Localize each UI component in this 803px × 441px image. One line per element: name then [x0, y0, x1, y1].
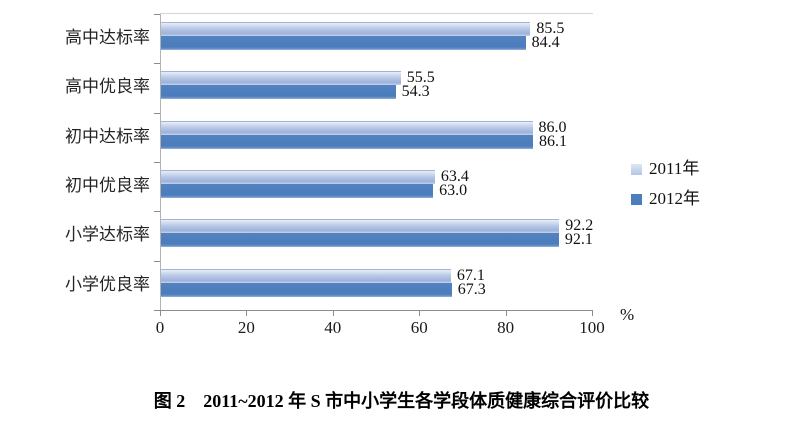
x-axis-tick [419, 311, 421, 316]
bar-2011 [161, 219, 560, 234]
bar-2011 [161, 268, 451, 283]
category-label: 初中达标率 [65, 126, 150, 146]
y-axis-tick [154, 162, 160, 163]
bar-value-label: 63.0 [439, 182, 468, 199]
y-axis-tick [154, 211, 160, 213]
y-axis-tick [154, 14, 160, 15]
x-axis-tick-label: 20 [237, 318, 255, 337]
bar-value-label: 85.5 [536, 20, 565, 37]
y-axis-tick [154, 310, 160, 311]
bar-2012 [161, 85, 396, 100]
x-axis-tick [592, 311, 593, 316]
bar-2012 [161, 134, 533, 149]
legend: 2011年 2012年 [631, 159, 700, 219]
x-axis-tick-label: 60 [410, 318, 428, 337]
bar-value-label: 86.1 [538, 132, 567, 150]
x-axis-tick-label: 100 [579, 318, 605, 337]
bar-value-label: 54.3 [401, 83, 430, 101]
bar-2012 [161, 233, 559, 248]
category-label: 初中优良率 [65, 176, 150, 195]
x-axis-unit-label: % [620, 305, 635, 324]
bar-value-label: 92.2 [565, 217, 594, 235]
category-label: 高中优良率 [65, 77, 150, 97]
legend-swatch-icon [631, 163, 642, 175]
legend-item: 2011年 [631, 159, 700, 179]
bar-value-label: 92.1 [564, 231, 593, 249]
bar-2011 [161, 71, 401, 86]
x-axis-line [160, 310, 593, 311]
category-label: 高中达标率 [65, 28, 150, 47]
x-axis-tick [246, 311, 248, 316]
bar-2011 [161, 170, 435, 184]
plot-top-border [160, 13, 593, 14]
bar-2012 [161, 36, 526, 50]
bar-value-label: 63.4 [440, 168, 469, 185]
category-label: 小学优良率 [65, 274, 150, 294]
bar-2011 [161, 22, 531, 36]
x-axis-tick-label: 0 [155, 318, 165, 337]
x-axis-tick-label: 80 [497, 318, 515, 337]
y-axis-tick [154, 63, 160, 65]
bar-value-label: 55.5 [406, 69, 435, 87]
y-axis-line [160, 14, 161, 310]
bar-value-label: 84.4 [531, 34, 560, 51]
x-axis-tick-label: 40 [324, 318, 342, 337]
x-axis-tick [505, 311, 507, 316]
legend-label: 2012年 [649, 189, 700, 208]
legend-label: 2011年 [649, 159, 700, 178]
legend-item: 2012年 [631, 189, 700, 209]
bar-2012 [161, 282, 452, 297]
bar-value-label: 67.1 [456, 266, 485, 284]
x-axis-tick [332, 311, 334, 316]
bar-2011 [161, 120, 533, 135]
bar-value-label: 67.3 [457, 280, 486, 298]
y-axis-tick [154, 112, 160, 114]
bar-value-label: 86.0 [538, 118, 567, 136]
chart-caption: 图 2 2011~2012 年 S 市中小学生各学段体质健康综合评价比较 [153, 391, 650, 411]
category-label: 小学达标率 [65, 225, 150, 245]
y-axis-tick [154, 260, 160, 262]
x-axis-tick [160, 311, 161, 316]
bar-2012 [161, 184, 434, 198]
legend-swatch-icon [631, 193, 642, 205]
